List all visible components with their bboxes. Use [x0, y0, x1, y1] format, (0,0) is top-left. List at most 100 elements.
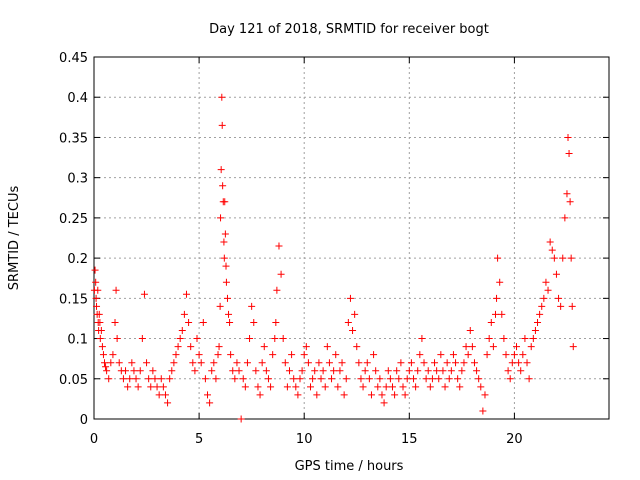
data-point: [294, 391, 302, 399]
data-point: [353, 343, 361, 351]
data-point: [221, 198, 229, 206]
data-point: [401, 391, 409, 399]
data-point: [138, 335, 146, 343]
data-point: [149, 367, 157, 375]
data-point: [225, 310, 233, 318]
data-point: [180, 310, 188, 318]
data-point: [187, 343, 195, 351]
data-point: [307, 383, 315, 391]
data-point: [241, 383, 249, 391]
grid: [94, 57, 609, 419]
data-point: [336, 367, 344, 375]
data-point: [269, 351, 277, 359]
data-point: [328, 375, 336, 383]
data-point: [178, 327, 186, 335]
data-point: [357, 375, 365, 383]
data-point: [346, 294, 354, 302]
x-axis-label: GPS time / hours: [295, 459, 404, 474]
data-point: [370, 351, 378, 359]
data-point: [342, 375, 350, 383]
data-point: [195, 351, 203, 359]
data-point: [221, 230, 229, 238]
data-point: [388, 383, 396, 391]
data-point: [95, 310, 103, 318]
data-point: [97, 327, 105, 335]
data-point: [96, 318, 104, 326]
data-point: [239, 375, 247, 383]
data-point: [536, 310, 544, 318]
y-tick-label: 0.3: [67, 172, 88, 187]
data-point: [246, 335, 254, 343]
data-point: [136, 367, 144, 375]
data-point: [452, 359, 460, 367]
data-point: [462, 343, 470, 351]
data-point: [405, 367, 413, 375]
data-point: [317, 375, 325, 383]
data-point: [254, 383, 262, 391]
data-point: [96, 335, 104, 343]
data-point: [151, 375, 159, 383]
data-point: [363, 359, 371, 367]
data-point: [382, 383, 390, 391]
data-point: [466, 327, 474, 335]
data-point: [464, 351, 472, 359]
data-point: [561, 214, 569, 222]
data-point: [485, 335, 493, 343]
data-point: [433, 367, 441, 375]
data-point: [506, 375, 514, 383]
data-point: [564, 133, 572, 141]
data-point: [111, 318, 119, 326]
data-point: [210, 359, 218, 367]
data-point: [124, 383, 132, 391]
data-point: [460, 359, 468, 367]
data-point: [399, 383, 407, 391]
data-point: [220, 254, 228, 262]
y-axis-label: SRMTID / TECUs: [7, 186, 22, 291]
data-point: [298, 367, 306, 375]
data-point: [302, 343, 310, 351]
data-point: [115, 359, 123, 367]
data-point: [422, 375, 430, 383]
data-point: [378, 391, 386, 399]
data-point: [252, 367, 260, 375]
data-point: [552, 270, 560, 278]
data-point: [101, 359, 109, 367]
data-point: [290, 375, 298, 383]
plot-frame: [93, 56, 610, 420]
data-point: [384, 367, 392, 375]
data-point: [216, 302, 224, 310]
data-point: [456, 383, 464, 391]
data-point: [231, 375, 239, 383]
data-point: [185, 318, 193, 326]
data-point: [494, 254, 502, 262]
x-tick-label: 0: [90, 432, 98, 447]
data-point: [109, 351, 117, 359]
data-point: [424, 367, 432, 375]
data-point: [237, 415, 245, 423]
y-tick-label: 0.05: [59, 373, 88, 388]
data-point: [569, 343, 577, 351]
data-point: [386, 375, 394, 383]
data-point: [527, 343, 535, 351]
data-point: [548, 246, 556, 254]
data-point: [443, 359, 451, 367]
data-point: [153, 383, 161, 391]
data-point: [296, 375, 304, 383]
data-point: [272, 318, 280, 326]
data-point: [355, 359, 363, 367]
data-point: [208, 367, 216, 375]
data-point: [340, 391, 348, 399]
data-point: [529, 335, 537, 343]
data-point: [475, 375, 483, 383]
data-point: [191, 367, 199, 375]
y-tick-label: 0.15: [59, 292, 88, 307]
data-point: [182, 290, 190, 298]
data-point: [229, 367, 237, 375]
data-point: [159, 383, 167, 391]
data-point: [515, 359, 523, 367]
data-point: [91, 266, 99, 274]
data-point: [113, 335, 121, 343]
data-point: [283, 383, 291, 391]
x-tick-label: 20: [506, 432, 523, 447]
